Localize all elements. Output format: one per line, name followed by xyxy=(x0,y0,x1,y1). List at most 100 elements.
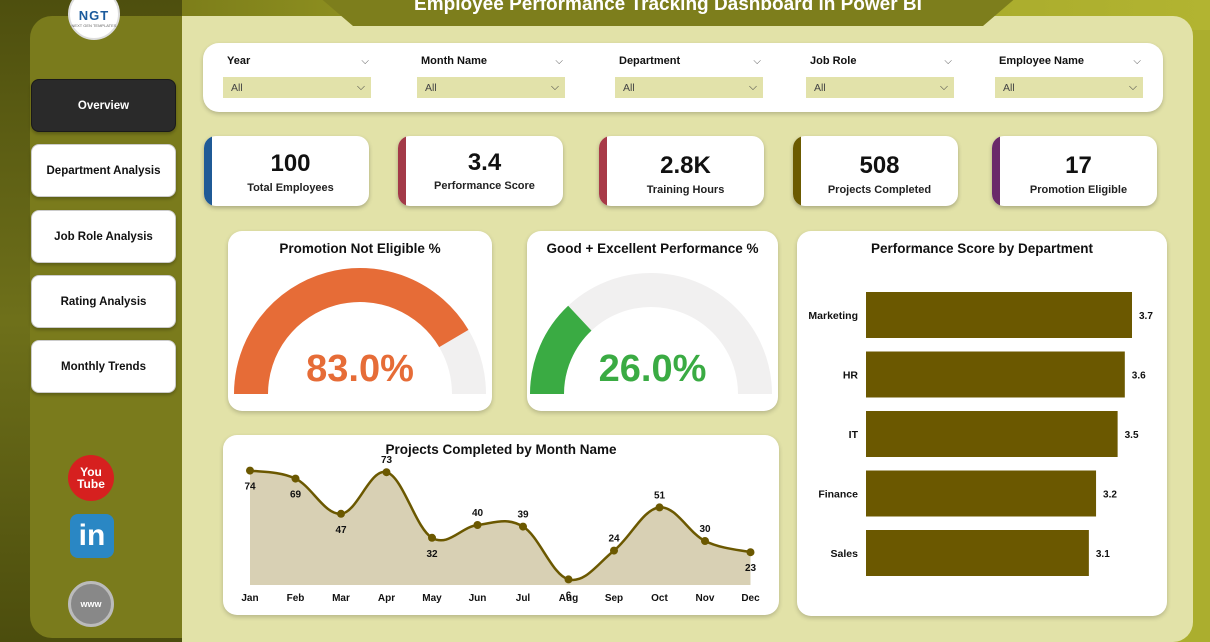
chart-card-projects-by-month[interactable]: Projects Completed by Month Name 74 Jan 69… xyxy=(223,435,779,615)
filter-month-value: All xyxy=(425,81,437,94)
filter-bar: Year ⌵ All ⌵ Month Name ⌵ All ⌵ Department ⌵ … xyxy=(203,43,1163,112)
chevron-down-icon: ⌵ xyxy=(1129,81,1137,93)
chevron-down-icon[interactable]: ⌵ xyxy=(944,55,952,67)
kpi-accent-bar xyxy=(204,136,212,206)
filter-month-select[interactable]: All ⌵ xyxy=(417,77,565,98)
kpi-promotion-eligible: 17 Promotion Eligible xyxy=(992,136,1157,206)
chevron-down-icon[interactable]: ⌵ xyxy=(555,55,563,67)
data-point-may[interactable] xyxy=(428,533,436,542)
chevron-down-icon: ⌵ xyxy=(749,81,757,93)
filter-year-select[interactable]: All ⌵ xyxy=(223,77,371,98)
data-point-oct[interactable] xyxy=(655,503,664,512)
bar-it[interactable] xyxy=(866,411,1118,457)
month-tick-label: Apr xyxy=(378,593,395,604)
gauge-fill xyxy=(530,305,592,395)
data-point-mar[interactable] xyxy=(337,509,345,518)
bar-hr[interactable] xyxy=(866,351,1125,398)
data-point-aug[interactable] xyxy=(564,575,573,584)
nav-department-analysis-button[interactable]: Department Analysis xyxy=(31,144,176,197)
filter-job-role-value: All xyxy=(814,81,826,94)
data-label: 47 xyxy=(335,525,347,536)
month-tick-label: Aug xyxy=(559,593,578,604)
kpi-accent-bar xyxy=(793,136,801,206)
youtube-text-1: You xyxy=(80,465,102,479)
data-label: 24 xyxy=(608,534,620,545)
data-label: 23 xyxy=(745,563,757,574)
logo-subtext: NEXT GEN TEMPLATES xyxy=(71,23,117,28)
page-title: Employee Performance Tracking Dashboard … xyxy=(414,0,922,15)
nav-rating-analysis-button[interactable]: Rating Analysis xyxy=(31,275,176,328)
chart-card-performance-by-department[interactable]: Performance Score by Department Marketin… xyxy=(797,231,1167,616)
filter-employee-select[interactable]: All ⌵ xyxy=(995,77,1143,98)
gauge-card-promotion-not-eligible[interactable]: Promotion Not Eligible % 83.0% xyxy=(228,231,492,411)
filter-job-role-select[interactable]: All ⌵ xyxy=(806,77,954,98)
filter-month-name[interactable]: Month Name ⌵ All ⌵ xyxy=(417,51,567,98)
data-point-dec[interactable] xyxy=(746,548,755,557)
area-fill xyxy=(250,470,751,585)
data-point-jul[interactable] xyxy=(519,522,527,531)
data-label: 40 xyxy=(472,508,484,519)
month-tick-label: Jul xyxy=(516,593,531,604)
data-point-nov[interactable] xyxy=(701,537,709,545)
gauge-performance-svg xyxy=(530,273,772,395)
value-label: 3.2 xyxy=(1103,490,1117,501)
nav-monthly-trends-button[interactable]: Monthly Trends xyxy=(31,340,176,393)
data-label: 69 xyxy=(290,490,302,501)
filter-employee-value: All xyxy=(1003,81,1015,94)
chevron-down-icon[interactable]: ⌵ xyxy=(1133,55,1141,67)
linkedin-icon[interactable]: in xyxy=(70,514,114,558)
value-label: 3.6 xyxy=(1132,371,1146,382)
data-label: 6 xyxy=(566,590,572,601)
logo-text: NGT xyxy=(78,8,110,23)
chevron-down-icon[interactable]: ⌵ xyxy=(361,55,369,67)
data-point-apr[interactable] xyxy=(382,468,391,477)
filter-department-select[interactable]: All ⌵ xyxy=(615,77,763,98)
bar-marketing[interactable] xyxy=(866,292,1132,338)
web-text: www xyxy=(80,599,102,609)
month-tick-label: Jan xyxy=(241,593,258,604)
month-tick-label: Nov xyxy=(696,593,715,604)
filter-employee-label: Employee Name xyxy=(999,55,1084,67)
kpi-projects-completed: 508 Projects Completed xyxy=(793,136,958,206)
month-tick-label: Sep xyxy=(605,593,623,604)
data-label: 51 xyxy=(654,490,666,501)
month-tick-label: Oct xyxy=(651,593,668,604)
data-point-feb[interactable] xyxy=(291,474,300,483)
kpi-accent-bar xyxy=(992,136,1000,206)
data-label: 73 xyxy=(381,455,393,466)
filter-department[interactable]: Department ⌵ All ⌵ xyxy=(615,51,765,98)
filter-year-value: All xyxy=(231,81,243,94)
title-banner: Employee Performance Tracking Dashboard … xyxy=(318,0,1018,26)
data-point-jun[interactable] xyxy=(473,521,482,529)
kpi-value: 3.4 xyxy=(467,149,502,176)
kpi-accent-bar xyxy=(398,136,406,206)
youtube-text-2: Tube xyxy=(77,477,105,491)
filter-year-label: Year xyxy=(227,55,251,67)
nav-overview-button[interactable]: Overview xyxy=(31,79,176,132)
nav-job-role-analysis-button[interactable]: Job Role Analysis xyxy=(31,210,176,263)
value-label: 3.5 xyxy=(1125,430,1139,441)
category-label: IT xyxy=(849,429,859,441)
kpi-label: Projects Completed xyxy=(827,184,932,196)
chevron-down-icon: ⌵ xyxy=(551,81,559,93)
chevron-down-icon: ⌵ xyxy=(940,81,948,93)
gauge-title: Promotion Not Eligible % xyxy=(279,241,441,256)
filter-year[interactable]: Year ⌵ All ⌵ xyxy=(223,51,373,98)
bar-sales[interactable] xyxy=(866,530,1089,576)
month-tick-label: May xyxy=(422,593,442,604)
data-point-sep[interactable] xyxy=(610,546,618,555)
chart-title: Performance Score by Department xyxy=(870,241,1094,256)
filter-job-role[interactable]: Job Role ⌵ All ⌵ xyxy=(806,51,956,98)
youtube-icon[interactable]: You Tube xyxy=(68,455,114,501)
chevron-down-icon[interactable]: ⌵ xyxy=(753,55,761,67)
filter-employee-name[interactable]: Employee Name ⌵ All ⌵ xyxy=(995,51,1145,98)
website-globe-icon[interactable]: www xyxy=(68,581,114,627)
filter-job-role-label: Job Role xyxy=(810,55,857,67)
ngt-logo[interactable]: NGT NEXT GEN TEMPLATES xyxy=(68,0,120,40)
gauge-card-good-excellent-performance[interactable]: Good + Excellent Performance % 26.0% xyxy=(527,231,778,411)
bar-finance[interactable] xyxy=(866,470,1097,517)
kpi-total-employees: 100 Total Employees xyxy=(204,136,369,206)
kpi-accent-bar xyxy=(599,136,607,206)
data-point-jan[interactable] xyxy=(246,466,254,475)
